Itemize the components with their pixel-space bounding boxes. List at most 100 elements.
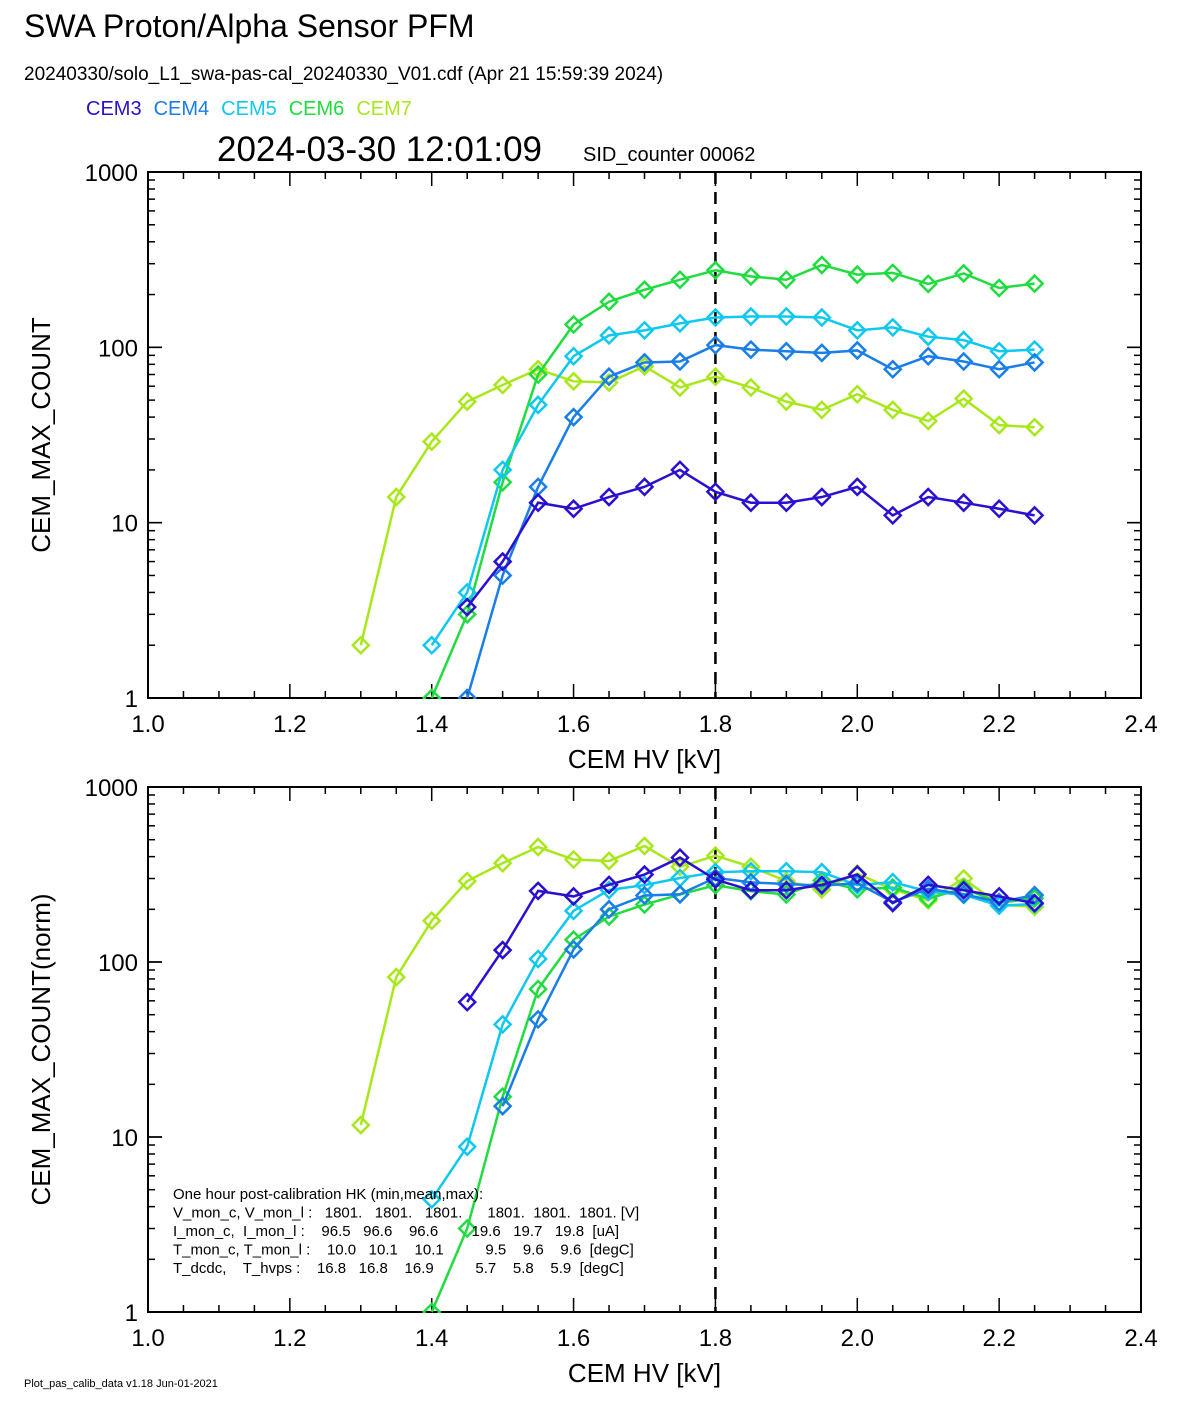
- data-point-cem5: [776, 861, 797, 882]
- data-point-cem3: [776, 492, 797, 513]
- data-point-cem5: [634, 875, 655, 895]
- data-point-cem6: [953, 878, 974, 898]
- data-point-cem6: [670, 269, 690, 290]
- data-point-cem5: [421, 635, 442, 655]
- data-point-cem5: [528, 395, 548, 415]
- data-point-cem7: [989, 415, 1009, 435]
- x-tick-label: 2.4: [1124, 711, 1157, 738]
- x-tick-label: 2.4: [1124, 1325, 1157, 1352]
- x-tick-label: 1.4: [415, 1325, 448, 1352]
- data-point-cem5: [882, 872, 903, 892]
- data-point-cem6: [528, 364, 548, 385]
- series-line-cem4: [501, 876, 1035, 1107]
- data-point-cem7: [351, 635, 371, 655]
- x-tick-label: 1.0: [131, 711, 164, 738]
- y-tick-label: 1: [125, 686, 138, 713]
- y-axis-title: CEM_MAX_COUNT(norm): [26, 893, 56, 1205]
- data-point-cem3: [599, 875, 619, 895]
- data-point-cem3: [492, 551, 513, 572]
- y-tick-label: 10: [111, 511, 138, 538]
- data-point-cem7: [741, 377, 761, 398]
- data-point-cem7: [492, 853, 513, 873]
- data-point-cem7: [421, 431, 442, 452]
- y-tick-label: 100: [98, 335, 138, 362]
- data-point-cem3: [953, 880, 974, 901]
- hk-line: T_dcdc, T_hvps : 16.8 16.8 16.9 5.7 5.8 …: [173, 1260, 624, 1277]
- data-point-cem6: [918, 888, 938, 909]
- data-point-cem7: [634, 836, 655, 856]
- series-line-cem5: [430, 315, 1035, 646]
- data-point-cem6: [812, 255, 832, 275]
- data-point-cem4: [457, 688, 477, 699]
- data-point-cem5: [528, 949, 548, 969]
- chart-panel-2: 1.0 1.2 1.4 1.6 1.8 2.0 2.2 2.4 1 10 100 1000 CEM HV…: [26, 775, 1158, 1388]
- data-point-cem4: [847, 340, 868, 361]
- data-point-cem5: [492, 460, 513, 480]
- data-point-cem5: [1024, 339, 1045, 360]
- file-subtitle: 20240330/solo_L1_swa-pas-cal_20240330_V0…: [24, 64, 664, 85]
- data-point-cem7: [882, 400, 903, 420]
- data-point-cem6: [492, 472, 513, 493]
- data-point-cem3: [882, 893, 903, 913]
- data-point-cem6: [918, 274, 938, 294]
- legend-entry-cem5: CEM5: [221, 98, 277, 120]
- data-point-cem3: [1024, 505, 1045, 526]
- data-point-cem6: [563, 314, 584, 335]
- data-point-cem5: [492, 1014, 513, 1035]
- x-tick-label: 1.6: [557, 711, 590, 738]
- data-point-cem6: [741, 266, 761, 287]
- footer-version: Plot_pas_calib_data v1.18 Jun-01-2021: [24, 1378, 218, 1390]
- data-point-cem4: [670, 351, 690, 372]
- y-axis-title: CEM_MAX_COUNT: [26, 317, 56, 553]
- y-tick-label: 10: [111, 1125, 138, 1152]
- data-point-cem3: [563, 886, 584, 907]
- data-point-cem4: [918, 346, 938, 366]
- x-axis-title: CEM HV [kV]: [568, 744, 721, 774]
- x-tick-label: 1.2: [273, 711, 306, 738]
- data-point-cem6: [457, 604, 477, 625]
- data-point-cem5: [918, 326, 938, 347]
- data-point-cem6: [599, 291, 619, 312]
- data-point-cem5: [741, 861, 761, 882]
- data-point-cem6: [953, 263, 974, 284]
- data-point-cem3: [882, 505, 903, 526]
- page-title: SWA Proton/Alpha Sensor PFM: [24, 8, 475, 44]
- data-point-cem4: [634, 352, 655, 373]
- series-line-cem6: [430, 263, 1035, 699]
- data-point-cem6: [847, 264, 868, 285]
- data-point-cem7: [386, 487, 407, 507]
- data-point-cem4: [776, 341, 797, 362]
- data-point-cem3: [705, 482, 726, 502]
- data-point-cem3: [528, 492, 548, 513]
- x-axis-title: CEM HV [kV]: [568, 1358, 721, 1388]
- x-tick-label: 2.0: [841, 1325, 874, 1352]
- data-point-cem5: [989, 341, 1009, 362]
- data-point-cem6: [882, 263, 903, 283]
- legend-entry-cem6: CEM6: [288, 98, 345, 120]
- data-point-cem7: [421, 911, 442, 931]
- sid-counter: SID_counter 00062: [583, 144, 756, 166]
- data-point-cem6: [457, 1218, 477, 1239]
- data-point-cem3: [989, 499, 1009, 519]
- data-point-cem6: [421, 1302, 442, 1313]
- data-point-cem4: [492, 1096, 513, 1116]
- x-tick-label: 1.2: [273, 1325, 306, 1352]
- data-point-cem7: [1024, 417, 1045, 438]
- data-point-cem7: [705, 366, 726, 387]
- data-point-cem7: [492, 375, 513, 395]
- hk-line: I_mon_c, I_mon_l : 96.5 96.6 96.6 19.6 1…: [173, 1223, 619, 1240]
- data-point-cem6: [812, 870, 832, 891]
- data-point-cem4: [528, 1009, 548, 1030]
- data-point-cem4: [670, 884, 690, 904]
- legend-entry-cem3: CEM3: [86, 98, 142, 120]
- chart-panel-1: 1.0 1.2 1.4 1.6 1.8 2.0 2.2 2.4 1 10 100 1000 CEM HV…: [26, 160, 1158, 774]
- timestamp: 2024-03-30 12:01:09: [217, 130, 542, 169]
- data-point-cem7: [528, 837, 548, 857]
- data-point-cem5: [599, 325, 619, 346]
- data-point-cem4: [776, 874, 797, 894]
- data-point-cem7: [457, 871, 477, 891]
- data-point-cem4: [563, 407, 584, 427]
- data-point-cem5: [741, 306, 761, 327]
- data-point-cem3: [847, 477, 868, 497]
